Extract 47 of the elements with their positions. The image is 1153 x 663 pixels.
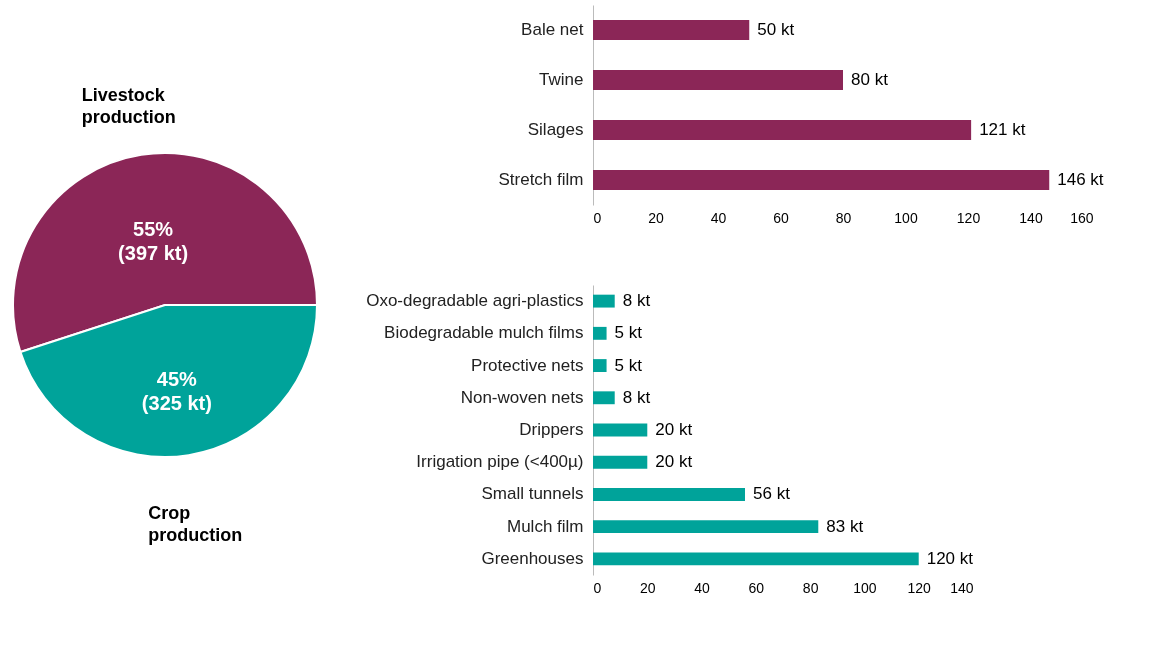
data-label: 20 kt [655, 420, 693, 439]
x-tick-label: 0 [593, 579, 602, 596]
slice-label: Livestock production [81, 84, 176, 127]
data-label: 20 kt [655, 452, 693, 472]
data-label: 8 kt [622, 291, 651, 311]
data-label: 50 kt [757, 20, 795, 39]
y-tick-label: Silages [527, 120, 584, 139]
x-tick-label: 40 [710, 209, 727, 226]
data-label: 45% (325 kt) [141, 368, 212, 415]
x-tick-label: 0 [593, 209, 602, 226]
x-tick-label: 140 [1019, 209, 1043, 226]
x-tick-label: 20 [640, 579, 656, 596]
slice-label: Crop production [148, 503, 243, 546]
y-tick-label: Protective nets [471, 355, 584, 375]
y-tick-label: Mulch film [506, 516, 584, 536]
data-label: 120 kt [926, 548, 974, 568]
y-tick-label: Oxo-degradable agri-plastics [366, 291, 584, 311]
data-label: 146 kt [1057, 170, 1104, 189]
data-label: 121 kt [979, 120, 1026, 139]
x-tick-label: 100 [894, 209, 918, 226]
x-tick-label: 140 [950, 579, 974, 596]
x-tick-label: 160 [1070, 209, 1094, 226]
data-label: 80 kt [851, 70, 889, 89]
y-tick-label: Drippers [519, 420, 584, 439]
x-tick-label: 20 [648, 209, 664, 226]
x-tick-label: 120 [956, 209, 981, 226]
x-tick-label: 80 [835, 209, 852, 226]
data-label: 55% (397 kt) [118, 217, 189, 264]
data-label: 83 kt [826, 516, 864, 536]
x-tick-label: 60 [748, 579, 765, 596]
y-tick-label: Stretch film [498, 170, 584, 189]
y-tick-label: Biodegradable mulch films [384, 323, 584, 343]
data-label: 5 kt [614, 323, 643, 343]
y-tick-label: Bale net [521, 20, 584, 39]
x-tick-label: 40 [694, 579, 711, 596]
data-label: 5 kt [614, 355, 643, 375]
x-tick-label: 120 [907, 579, 932, 596]
x-tick-label: 60 [773, 209, 789, 226]
y-tick-label: Twine [539, 70, 584, 89]
y-tick-label: Small tunnels [481, 484, 584, 504]
data-label: 56 kt [753, 484, 791, 504]
x-tick-label: 100 [853, 579, 877, 596]
data-label: 8 kt [622, 387, 651, 407]
y-tick-label: Greenhouses [481, 548, 584, 568]
x-tick-label: 80 [802, 579, 819, 596]
y-tick-label: Non-woven nets [460, 387, 584, 407]
y-tick-label: Irrigation pipe (<400µ) [416, 452, 584, 472]
